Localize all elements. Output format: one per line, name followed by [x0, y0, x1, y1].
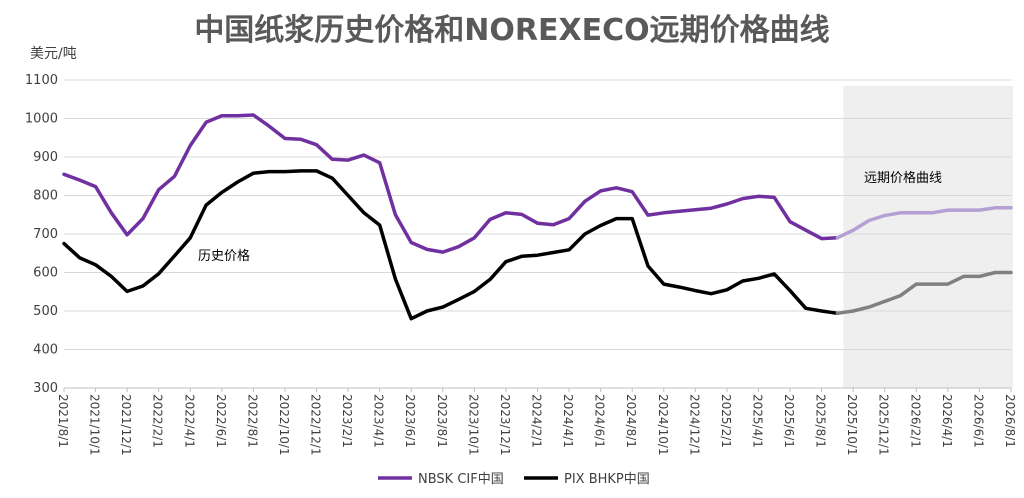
y-tick-label-1100: 1100: [25, 73, 58, 88]
x-tick-label: 2025/12/1: [877, 394, 891, 456]
x-tick-label: 2024/2/1: [530, 394, 544, 448]
x-tick-label: 2025/6/1: [782, 394, 796, 448]
legend: NBSK CIF中国 PIX BHKP中国: [378, 472, 650, 487]
x-tick-label: 2021/8/1: [56, 394, 70, 448]
x-tick-label: 2026/2/1: [908, 394, 922, 448]
x-tick-label: 2024/10/1: [656, 394, 670, 456]
y-tick-label-400: 400: [33, 343, 58, 358]
y-tick-label-1000: 1000: [25, 112, 58, 127]
x-tick-label: 2026/6/1: [971, 394, 985, 448]
x-tick-label: 2025/2/1: [719, 394, 733, 448]
x-tick-label: 2021/10/1: [88, 394, 102, 456]
x-tick-label: 2023/12/1: [498, 394, 512, 456]
x-tick-label: 2025/4/1: [750, 394, 764, 448]
x-tick-label: 2022/8/1: [245, 394, 259, 448]
y-tick-label-700: 700: [33, 227, 58, 242]
y-axis-unit-label: 美元/吨: [30, 46, 77, 62]
gridlines: [64, 79, 1011, 389]
x-tick-label: 2022/10/1: [277, 394, 291, 456]
chart-title: 中国纸浆历史价格和NOREXECO远期价格曲线: [194, 13, 829, 48]
x-tick-label: 2021/12/1: [119, 394, 133, 456]
y-axis-ticks: 300 400 500 600 700 800 900 1000 1100: [25, 73, 58, 396]
y-tick-label-500: 500: [33, 304, 58, 319]
x-tick-label: 2022/2/1: [151, 394, 165, 448]
x-tick-label: 2023/2/1: [340, 394, 354, 448]
legend-label-1: PIX BHKP中国: [564, 472, 650, 487]
x-tick-label: 2026/4/1: [940, 394, 954, 448]
x-tick-label: 2024/8/1: [624, 394, 638, 448]
series-line-0-history: [62, 113, 840, 254]
series-line-1-history: [62, 169, 840, 321]
x-tick-label: 2023/6/1: [403, 394, 417, 448]
x-tick-label: 2023/8/1: [435, 394, 449, 448]
x-tick-label: 2022/6/1: [214, 394, 228, 448]
legend-label-0: NBSK CIF中国: [418, 472, 504, 487]
y-tick-label-600: 600: [33, 266, 58, 281]
x-tick-label: 2025/10/1: [845, 394, 859, 456]
x-tick-label: 2025/8/1: [814, 394, 828, 448]
x-tick-label: 2022/12/1: [309, 394, 323, 456]
x-tick-label: 2024/6/1: [593, 394, 607, 448]
x-tick-label: 2024/12/1: [687, 394, 701, 456]
y-tick-label-300: 300: [33, 381, 58, 396]
series-line-1-forward: [835, 270, 1013, 316]
series-line-0-forward: [835, 206, 1013, 240]
x-tick-label: 2023/10/1: [466, 394, 480, 456]
x-tick-label: 2024/4/1: [561, 394, 575, 448]
forward-curve-shaded-region: [843, 86, 1013, 388]
y-tick-label-900: 900: [33, 150, 58, 165]
series-lines: [62, 113, 1013, 321]
x-tick-label: 2023/4/1: [372, 394, 386, 448]
annotation-history-price: 历史价格: [198, 248, 250, 264]
y-tick-label-800: 800: [33, 189, 58, 204]
x-axis-ticks: 2021/8/1 2021/10/1 2021/12/1 2022/2/1 2022/4…: [56, 388, 1017, 456]
x-tick-label: 2022/4/1: [182, 394, 196, 448]
x-tick-label: 2026/8/1: [1003, 394, 1017, 448]
annotation-forward-curve: 远期价格曲线: [864, 170, 942, 186]
